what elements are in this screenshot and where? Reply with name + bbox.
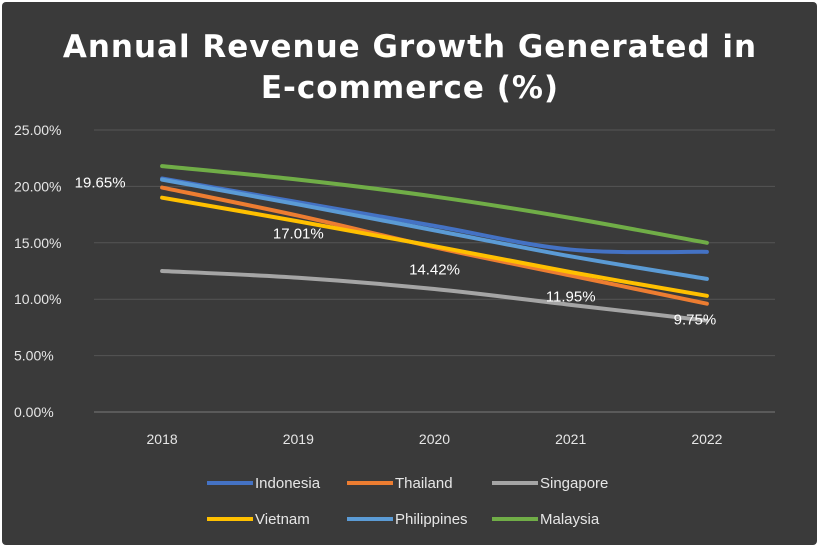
legend-label: Thailand [395, 475, 453, 492]
data-label: 17.01% [273, 226, 324, 243]
legend: Indonesia Thailand Singapore Vietnam Philipp… [207, 475, 608, 528]
legend-item-singapore[interactable]: Singapore [492, 475, 608, 492]
series-line-vietnam [160, 195, 709, 298]
legend-item-thailand[interactable]: Thailand [347, 475, 453, 492]
data-label: 19.65% [75, 175, 126, 192]
y-tick-label: 20.00% [14, 178, 61, 194]
legend-item-indonesia[interactable]: Indonesia [207, 475, 321, 492]
legend-label: Philippines [395, 511, 468, 528]
legend-item-malaysia[interactable]: Malaysia [492, 511, 600, 528]
x-tick-label: 2020 [419, 431, 450, 447]
legend-item-vietnam[interactable]: Vietnam [207, 511, 310, 528]
chart-title-line-1: Annual Revenue Growth Generated in [63, 29, 757, 65]
data-label: 9.75% [674, 312, 717, 329]
y-axis-ticks: 0.00% 5.00% 10.00% 15.00% 20.00% 25.00% [14, 122, 61, 420]
x-tick-label: 2019 [283, 431, 314, 447]
data-labels: 19.65% 17.01% 14.42% 11.95% 9.75% [75, 175, 717, 329]
data-label: 11.95% [546, 289, 596, 306]
x-tick-label: 2018 [147, 431, 178, 447]
series-line-singapore [160, 269, 709, 323]
series-lines [160, 164, 709, 323]
legend-label: Singapore [540, 475, 608, 492]
y-tick-label: 10.00% [14, 291, 61, 307]
x-axis-ticks: 2018 2019 2020 2021 2022 [147, 431, 723, 447]
y-tick-label: 5.00% [14, 348, 54, 364]
series-line-indonesia [160, 176, 709, 255]
series-line-malaysia [160, 164, 709, 245]
y-tick-label: 15.00% [14, 235, 61, 251]
legend-item-philippines[interactable]: Philippines [347, 511, 468, 528]
series-line-philippines [160, 177, 709, 281]
x-tick-label: 2021 [555, 431, 586, 447]
x-tick-label: 2022 [691, 431, 722, 447]
y-tick-label: 25.00% [14, 122, 61, 138]
legend-label: Vietnam [255, 511, 310, 528]
y-tick-label: 0.00% [14, 404, 54, 420]
legend-label: Indonesia [255, 475, 321, 492]
chart-title-line-2: E-commerce (%) [261, 70, 559, 106]
legend-label: Malaysia [540, 511, 600, 528]
data-label: 14.42% [409, 261, 460, 278]
